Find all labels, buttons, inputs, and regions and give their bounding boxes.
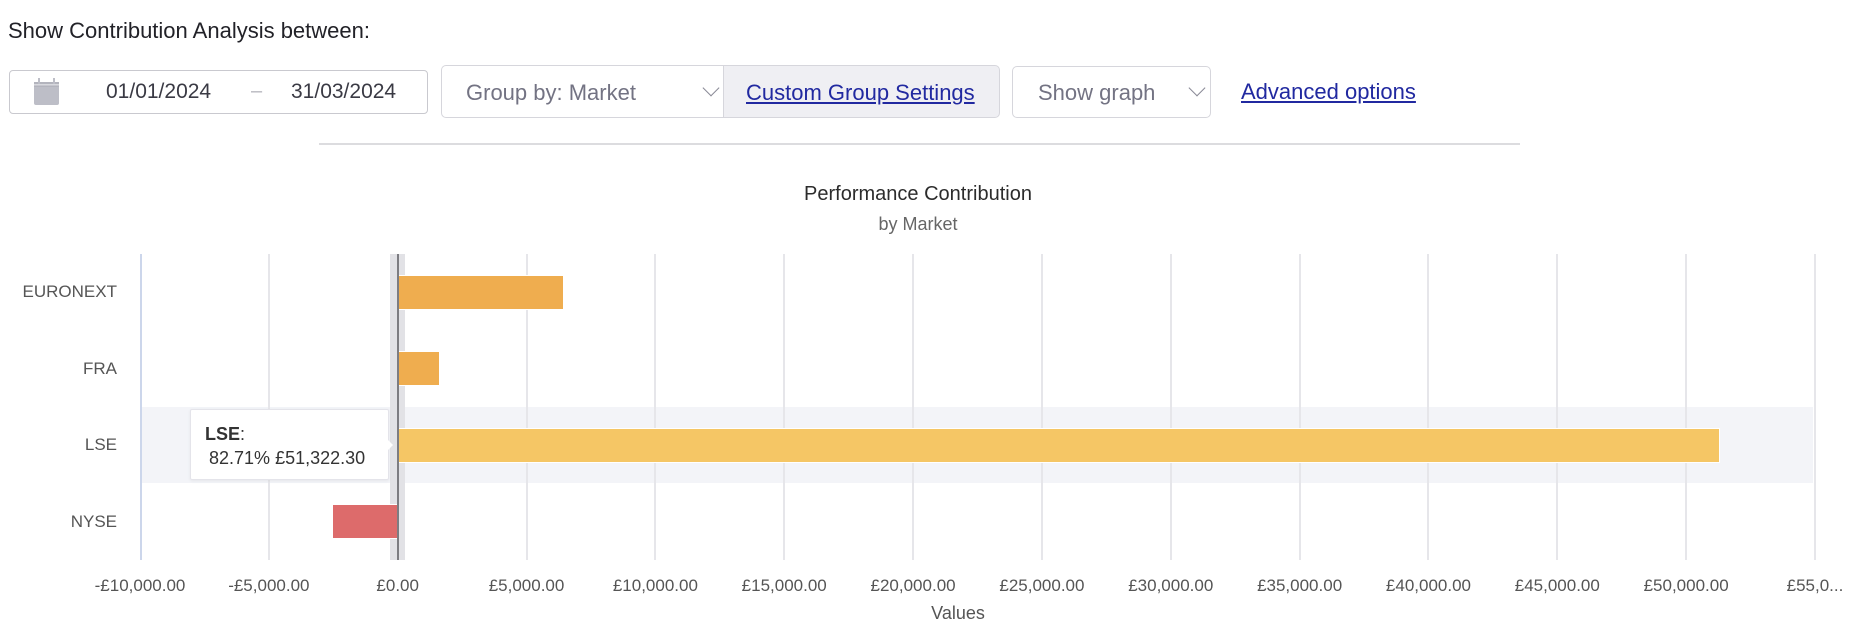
chart-title: Performance Contribution <box>804 183 1032 205</box>
category-label: EURONEXT <box>22 282 117 302</box>
x-tick-label: £25,000.00 <box>999 576 1085 595</box>
custom-group-settings-button[interactable]: Custom Group Settings <box>723 65 1000 118</box>
zero-line <box>397 254 399 560</box>
x-tick-label: £50,000.00 <box>1643 576 1729 595</box>
category-label: LSE <box>84 435 117 455</box>
group-by-select[interactable]: Group by: Market <box>441 65 724 118</box>
bar-euronext[interactable] <box>397 274 564 310</box>
gridline <box>783 254 786 560</box>
chevron-down-icon <box>1188 79 1206 97</box>
custom-group-settings-link[interactable]: Custom Group Settings <box>746 80 975 105</box>
show-graph-label: Show graph <box>1038 80 1156 105</box>
x-axis-title: Values <box>931 603 985 623</box>
gridline <box>1169 254 1172 560</box>
date-separator: – <box>251 80 263 102</box>
gridline <box>1556 254 1559 560</box>
x-tick-label: £55,0... <box>1786 576 1844 595</box>
calendar-icon[interactable] <box>33 78 60 106</box>
gridline <box>1814 254 1816 560</box>
bar-fra[interactable] <box>397 351 440 387</box>
bar-nyse[interactable] <box>332 504 398 540</box>
gridline <box>1427 254 1430 560</box>
x-tick-label: £45,000.00 <box>1514 576 1600 595</box>
x-tick-label: £0.00 <box>376 576 419 595</box>
chart-subtitle: by Market <box>878 214 958 234</box>
show-graph-select[interactable]: Show graph <box>1012 66 1211 118</box>
tooltip-value: 82.71% £51,322.30 <box>209 448 365 469</box>
chart-tooltip: LSE: 82.71% £51,322.30 <box>190 409 389 480</box>
tooltip-colon: : <box>240 424 246 444</box>
category-label: NYSE <box>70 511 117 531</box>
page-heading: Show Contribution Analysis between: <box>8 18 370 43</box>
plot-area[interactable] <box>140 254 1816 560</box>
x-tick-label: -£5,000.00 <box>228 576 310 595</box>
gridline <box>1040 254 1043 560</box>
gridline <box>654 254 657 560</box>
start-date-input[interactable]: 01/01/2024 <box>106 80 212 103</box>
end-date-input[interactable]: 31/03/2024 <box>291 80 397 103</box>
x-tick-label: £10,000.00 <box>612 576 698 595</box>
date-range-picker[interactable]: 01/01/2024 – 31/03/2024 <box>9 70 428 114</box>
chevron-down-icon <box>702 79 720 97</box>
gridline <box>1298 254 1301 560</box>
x-tick-label: £5,000.00 <box>488 576 565 595</box>
advanced-options-link[interactable]: Advanced options <box>1241 79 1416 104</box>
x-tick-label: £20,000.00 <box>870 576 956 595</box>
tooltip-title: LSE: <box>205 424 245 445</box>
x-tick-label: £35,000.00 <box>1257 576 1343 595</box>
gridline <box>267 254 270 560</box>
bar-lse[interactable] <box>397 427 1721 463</box>
x-tick-label: £30,000.00 <box>1128 576 1214 595</box>
tooltip-category: LSE <box>205 424 241 444</box>
tooltip-arrow <box>385 437 393 453</box>
category-label: FRA <box>83 358 117 378</box>
gridline <box>912 254 915 560</box>
y-axis-line <box>140 254 142 560</box>
tooltip-amount: £51,322.30 <box>275 448 366 468</box>
divider <box>319 143 1520 145</box>
x-tick-label: -£10,000.00 <box>94 576 186 595</box>
x-tick-label: £40,000.00 <box>1385 576 1471 595</box>
group-by-label: Group by: Market <box>466 80 636 105</box>
x-tick-label: £15,000.00 <box>741 576 827 595</box>
tooltip-percent: 82.71% <box>209 448 271 468</box>
gridline <box>1685 254 1688 560</box>
gridline <box>525 254 528 560</box>
